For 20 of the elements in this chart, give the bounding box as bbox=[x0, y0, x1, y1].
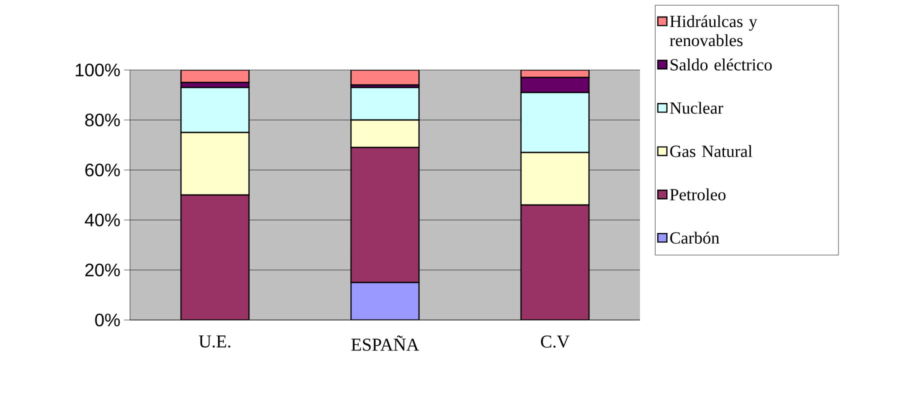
legend-label: Saldo eléctrico bbox=[670, 58, 772, 71]
x-tick-label: ESPAÑA bbox=[351, 336, 420, 351]
legend-label: Carbón bbox=[670, 232, 720, 244]
bar bbox=[180, 194, 250, 320]
y-tick-label: 100% bbox=[76, 64, 120, 76]
y-tick-label: 60% bbox=[85, 164, 120, 176]
legend-label: Petroleo bbox=[670, 188, 726, 200]
y-tick-label: 20% bbox=[85, 264, 120, 276]
bar bbox=[180, 70, 250, 84]
legend-label: Gas Natural bbox=[670, 145, 752, 158]
bar bbox=[350, 70, 420, 86]
x-tick-label: C.V bbox=[540, 336, 570, 348]
legend-label: Nuclear bbox=[670, 102, 724, 114]
y-tick-label: 80% bbox=[85, 114, 120, 126]
y-tick-label: 40% bbox=[84, 214, 120, 226]
bar bbox=[520, 204, 590, 320]
bar bbox=[350, 146, 420, 284]
y-tick-label: 0% bbox=[95, 314, 120, 326]
legend-label: Hidráulcas y renovables bbox=[670, 15, 758, 46]
x-tick-label: U.E. bbox=[198, 336, 230, 348]
